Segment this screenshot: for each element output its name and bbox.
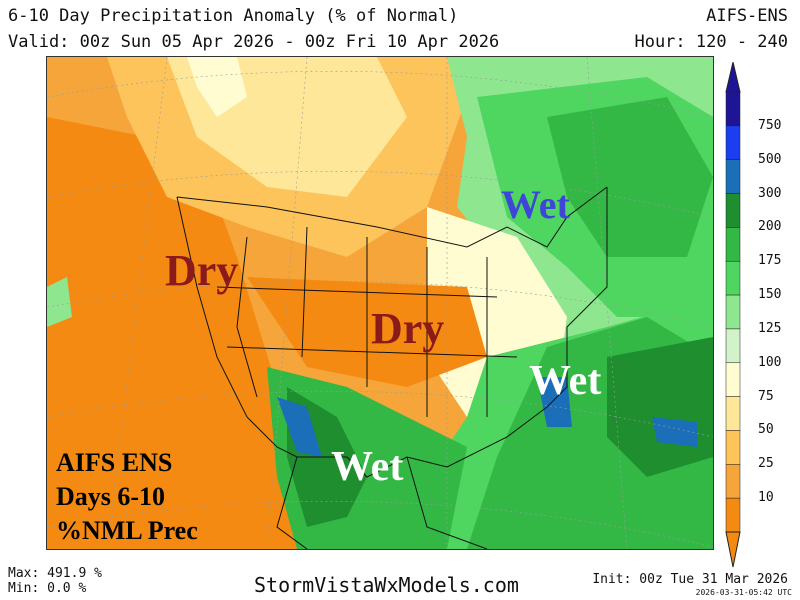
init-time: Init: 00z Tue 31 Mar 2026 [592, 572, 788, 587]
colorbar-swatches [725, 61, 741, 568]
forecast-hours: Hour: 120 - 240 [634, 32, 788, 52]
min-value: Min: 0.0 % [8, 581, 87, 596]
map-canvas [47, 57, 713, 549]
colorbar-tick-label: 10 [758, 490, 774, 506]
atlantic-wet-core [652, 417, 697, 447]
colorbar-tick-label: 25 [758, 456, 774, 472]
colorbar-swatch [725, 125, 741, 160]
site-name: StormVistaWxModels.com [254, 573, 519, 597]
colorbar-tick-label: 125 [758, 320, 782, 336]
colorbar-swatch [725, 91, 741, 127]
wet-south-label: Wet [331, 444, 404, 490]
colorbar-swatch [725, 362, 741, 397]
dry-west-label: Dry [165, 246, 239, 295]
wet-northeast-label: Wet [501, 182, 570, 227]
colorbar: 750 500 300 200 175 150 125 100 75 50 25 10 [722, 61, 800, 572]
colorbar-swatch [725, 159, 741, 194]
valid-period: Valid: 00z Sun 05 Apr 2026 - 00z Fri 10 … [8, 32, 500, 52]
colorbar-swatch [725, 430, 741, 465]
dry-west-region [47, 117, 327, 549]
colorbar-swatch [725, 227, 741, 262]
model-name: AIFS-ENS [706, 6, 788, 26]
boundaries [176, 186, 608, 549]
info-line-field: %NML Prec [56, 516, 198, 545]
colorbar-tick-label: 750 [758, 117, 782, 133]
colorbar-top-arrow [725, 61, 741, 93]
colorbar-tick-label: 200 [758, 219, 782, 235]
info-box: AIFS ENS Days 6-10 %NML Prec [56, 446, 198, 548]
colorbar-tick-label: 500 [758, 151, 782, 167]
south-wet-core [277, 397, 322, 457]
precip-anomaly-map: Dry Dry Wet Wet Wet [46, 56, 714, 550]
colorbar-tick-label: 50 [758, 422, 774, 438]
dry-central-label: Dry [371, 304, 445, 353]
colorbar-tick-label: 300 [758, 185, 782, 201]
map-title: 6-10 Day Precipitation Anomaly (% of Nor… [8, 6, 459, 26]
colorbar-swatch [725, 464, 741, 499]
colorbar-swatch [725, 396, 741, 431]
colorbar-bottom-arrow [725, 531, 741, 568]
colorbar-swatch [725, 260, 741, 296]
colorbar-swatch [725, 294, 741, 330]
timestamp: 2026-03-31-05:42 UTC [695, 588, 792, 597]
colorbar-swatch [725, 193, 741, 228]
northeast-wet-dark [547, 97, 713, 257]
colorbar-tick-label: 75 [758, 388, 774, 404]
colorbar-tick-label: 175 [758, 253, 782, 269]
pacific-wet-patch [47, 277, 72, 327]
colorbar-swatch [725, 497, 741, 533]
wet-southeast-label: Wet [529, 358, 602, 404]
max-value: Max: 491.9 % [8, 566, 102, 581]
info-line-model: AIFS ENS [56, 448, 173, 477]
north-light-patch [187, 57, 247, 117]
info-line-days: Days 6-10 [56, 482, 166, 511]
colorbar-tick-label: 100 [758, 354, 782, 370]
colorbar-tick-label: 150 [758, 287, 782, 303]
southeast-wet-core [537, 377, 572, 427]
colorbar-swatch [725, 328, 741, 364]
